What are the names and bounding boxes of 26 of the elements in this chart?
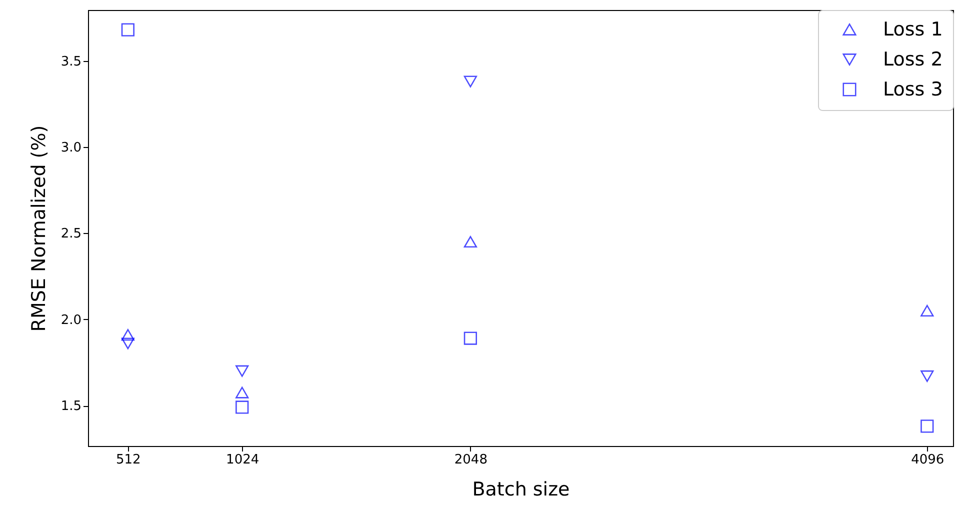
point xyxy=(236,386,249,398)
point xyxy=(121,23,134,36)
y-tick-label: 2.0 xyxy=(60,312,82,328)
y-tick-label: 3.0 xyxy=(60,140,82,156)
legend-label: Loss 3 xyxy=(883,78,943,100)
x-tick-label: 512 xyxy=(116,452,141,468)
x-tick-label: 2048 xyxy=(454,452,488,468)
point xyxy=(464,332,478,345)
x-tick-label: 4096 xyxy=(911,452,944,468)
y-axis-title: RMSE Normalized (%) xyxy=(28,125,50,332)
legend-label: Loss 1 xyxy=(883,18,943,40)
point xyxy=(464,236,478,248)
point xyxy=(121,329,134,341)
x-tick-label: 1024 xyxy=(226,452,260,468)
point xyxy=(121,338,134,350)
point xyxy=(920,420,934,433)
legend-label: Loss 2 xyxy=(883,48,943,70)
y-tick-label: 1.5 xyxy=(60,399,82,414)
x-axis-title: Batch size xyxy=(472,478,570,500)
point xyxy=(236,365,249,377)
point xyxy=(236,400,249,414)
y-tick-label: 2.5 xyxy=(60,226,82,242)
point xyxy=(920,304,934,316)
y-tick-label: 3.5 xyxy=(60,54,82,70)
point xyxy=(464,76,478,88)
point xyxy=(920,370,934,382)
